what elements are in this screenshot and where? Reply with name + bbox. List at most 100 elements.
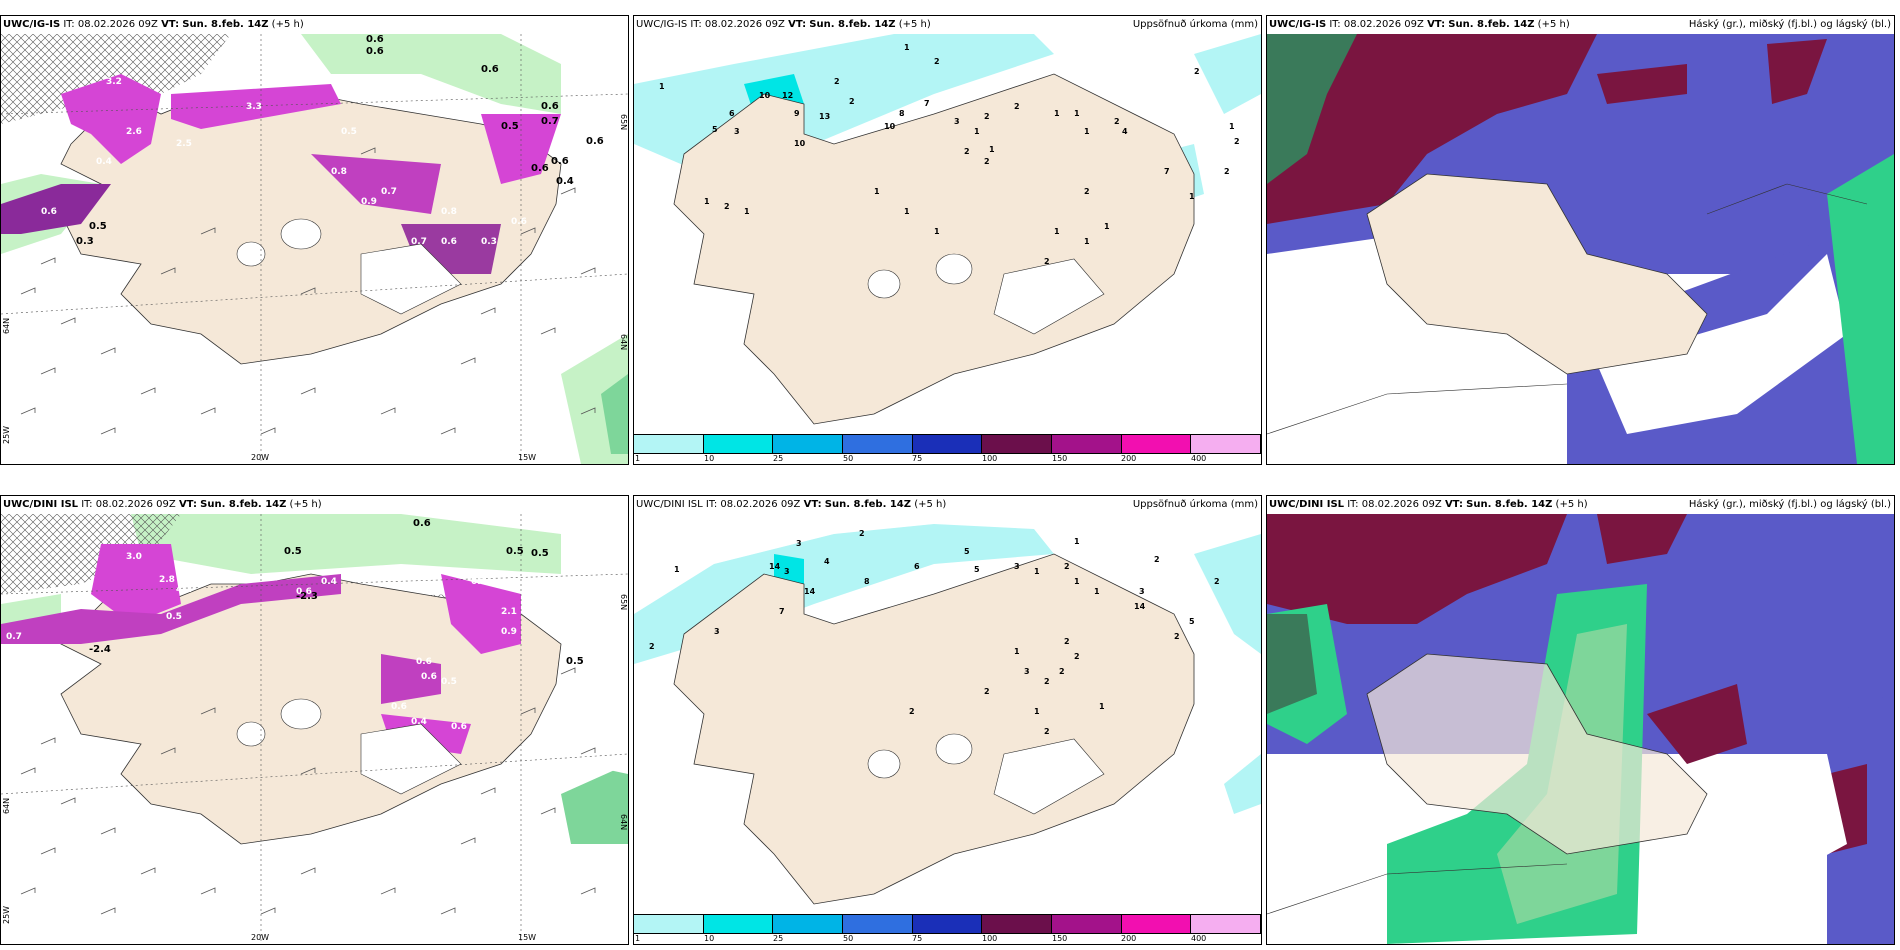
svg-text:1: 1 bbox=[744, 207, 750, 216]
colorbar-cell bbox=[982, 435, 1053, 453]
svg-text:1: 1 bbox=[874, 187, 880, 196]
svg-text:1: 1 bbox=[1074, 577, 1080, 586]
svg-text:25W: 25W bbox=[2, 426, 11, 444]
svg-text:10: 10 bbox=[794, 139, 806, 148]
svg-text:64N: 64N bbox=[2, 798, 11, 814]
svg-text:2.6: 2.6 bbox=[126, 127, 142, 137]
svg-text:2: 2 bbox=[1044, 257, 1050, 266]
svg-text:8: 8 bbox=[899, 109, 905, 118]
svg-text:0.6: 0.6 bbox=[441, 237, 457, 247]
svg-text:1: 1 bbox=[1034, 707, 1040, 716]
panel-right-title: Uppsöfnuð úrkoma (mm) bbox=[1132, 19, 1258, 30]
svg-text:25W: 25W bbox=[2, 906, 11, 924]
svg-text:0.5: 0.5 bbox=[341, 127, 357, 137]
svg-text:1: 1 bbox=[1014, 647, 1020, 656]
colorbar-ticks: 1 10 25 50 75 100 150 200 400 bbox=[635, 454, 1207, 463]
svg-text:3: 3 bbox=[1139, 587, 1145, 596]
cloud-map bbox=[1267, 514, 1894, 944]
svg-text:2: 2 bbox=[649, 642, 655, 651]
svg-text:0.4: 0.4 bbox=[321, 577, 337, 587]
svg-text:1: 1 bbox=[659, 82, 665, 91]
svg-text:1: 1 bbox=[1189, 192, 1195, 201]
colorbar-cell bbox=[1121, 435, 1192, 453]
svg-text:0.6: 0.6 bbox=[551, 156, 569, 167]
svg-text:4: 4 bbox=[824, 557, 830, 566]
colorbar-cell bbox=[1052, 915, 1122, 933]
colorbar-cell bbox=[634, 915, 704, 933]
svg-text:65N: 65N bbox=[619, 114, 628, 130]
svg-text:2: 2 bbox=[1064, 562, 1070, 571]
svg-text:0.6: 0.6 bbox=[531, 163, 549, 174]
svg-text:1: 1 bbox=[1034, 567, 1040, 576]
svg-text:0.3: 0.3 bbox=[76, 236, 94, 247]
svg-text:6: 6 bbox=[914, 562, 920, 571]
svg-text:15W: 15W bbox=[518, 453, 536, 462]
svg-text:0.7: 0.7 bbox=[471, 577, 487, 587]
svg-text:1: 1 bbox=[904, 207, 910, 216]
svg-text:-2.4: -2.4 bbox=[89, 644, 111, 655]
svg-text:2: 2 bbox=[1194, 67, 1200, 76]
svg-text:1: 1 bbox=[904, 43, 910, 52]
precip-colorbar bbox=[634, 914, 1261, 934]
svg-text:2.5: 2.5 bbox=[176, 139, 192, 149]
svg-text:3: 3 bbox=[714, 627, 720, 636]
svg-text:2.8: 2.8 bbox=[159, 575, 175, 585]
svg-text:0.6: 0.6 bbox=[391, 702, 407, 712]
svg-text:2: 2 bbox=[1234, 137, 1240, 146]
svg-text:2: 2 bbox=[964, 147, 970, 156]
panel-precip-ig: UWC/IG-IS IT: 08.02.2026 09Z VT: Sun. 8.… bbox=[633, 15, 1262, 465]
svg-text:1: 1 bbox=[1054, 109, 1060, 118]
svg-text:0.8: 0.8 bbox=[441, 207, 457, 217]
svg-text:2: 2 bbox=[909, 707, 915, 716]
svg-text:2: 2 bbox=[1214, 577, 1220, 586]
svg-text:1: 1 bbox=[989, 145, 995, 154]
panel-precip-dini: UWC/DINI ISL IT: 08.02.2026 09Z VT: Sun.… bbox=[633, 495, 1262, 945]
svg-text:7: 7 bbox=[1164, 167, 1170, 176]
colorbar-cell bbox=[1052, 435, 1122, 453]
svg-text:2: 2 bbox=[984, 112, 990, 121]
panel-wind-dini: UWC/DINI ISL IT: 08.02.2026 09Z VT: Sun.… bbox=[0, 495, 629, 945]
colorbar-ticks: 1 10 25 50 75 100 150 200 400 bbox=[635, 934, 1207, 943]
svg-text:1: 1 bbox=[674, 565, 680, 574]
svg-text:0.6: 0.6 bbox=[586, 136, 604, 147]
svg-text:0.6: 0.6 bbox=[481, 64, 499, 75]
svg-text:2: 2 bbox=[1064, 637, 1070, 646]
svg-text:64N: 64N bbox=[2, 318, 11, 334]
svg-text:2: 2 bbox=[1059, 667, 1065, 676]
svg-text:0.8: 0.8 bbox=[331, 167, 347, 177]
svg-text:2: 2 bbox=[1084, 187, 1090, 196]
colorbar-cell bbox=[1191, 915, 1261, 933]
svg-text:14: 14 bbox=[804, 587, 816, 596]
svg-text:1: 1 bbox=[1229, 122, 1235, 131]
svg-text:64N: 64N bbox=[619, 814, 628, 830]
colorbar-cell bbox=[982, 915, 1053, 933]
svg-text:14: 14 bbox=[1134, 602, 1146, 611]
panel-title: UWC/IG-IS IT: 08.02.2026 09Z VT: Sun. 8.… bbox=[636, 19, 931, 30]
svg-text:2: 2 bbox=[834, 77, 840, 86]
svg-text:6: 6 bbox=[729, 109, 735, 118]
colorbar-cell bbox=[703, 435, 774, 453]
svg-text:5: 5 bbox=[974, 565, 980, 574]
svg-text:3.0: 3.0 bbox=[126, 552, 142, 562]
svg-text:0.9: 0.9 bbox=[501, 627, 517, 637]
svg-text:0.6: 0.6 bbox=[416, 657, 432, 667]
svg-text:0.7: 0.7 bbox=[541, 116, 559, 127]
svg-text:2: 2 bbox=[984, 157, 990, 166]
svg-text:3: 3 bbox=[1024, 667, 1030, 676]
svg-text:7: 7 bbox=[924, 99, 930, 108]
svg-text:3: 3 bbox=[1014, 562, 1020, 571]
svg-text:0.6: 0.6 bbox=[511, 217, 527, 227]
svg-text:12: 12 bbox=[782, 91, 793, 100]
svg-text:3: 3 bbox=[734, 127, 740, 136]
svg-text:2: 2 bbox=[1044, 727, 1050, 736]
panel-right-title: Háský (gr.), miðský (fj.bl.) og lágský (… bbox=[1688, 499, 1891, 510]
svg-text:1: 1 bbox=[934, 227, 940, 236]
svg-text:0.6: 0.6 bbox=[411, 267, 427, 277]
svg-text:0.7: 0.7 bbox=[411, 237, 427, 247]
svg-text:7: 7 bbox=[779, 607, 785, 616]
svg-text:0.7: 0.7 bbox=[381, 187, 397, 197]
svg-text:0.4: 0.4 bbox=[556, 176, 574, 187]
svg-text:20W: 20W bbox=[251, 453, 269, 462]
svg-text:1: 1 bbox=[1094, 587, 1100, 596]
svg-text:3: 3 bbox=[796, 539, 802, 548]
